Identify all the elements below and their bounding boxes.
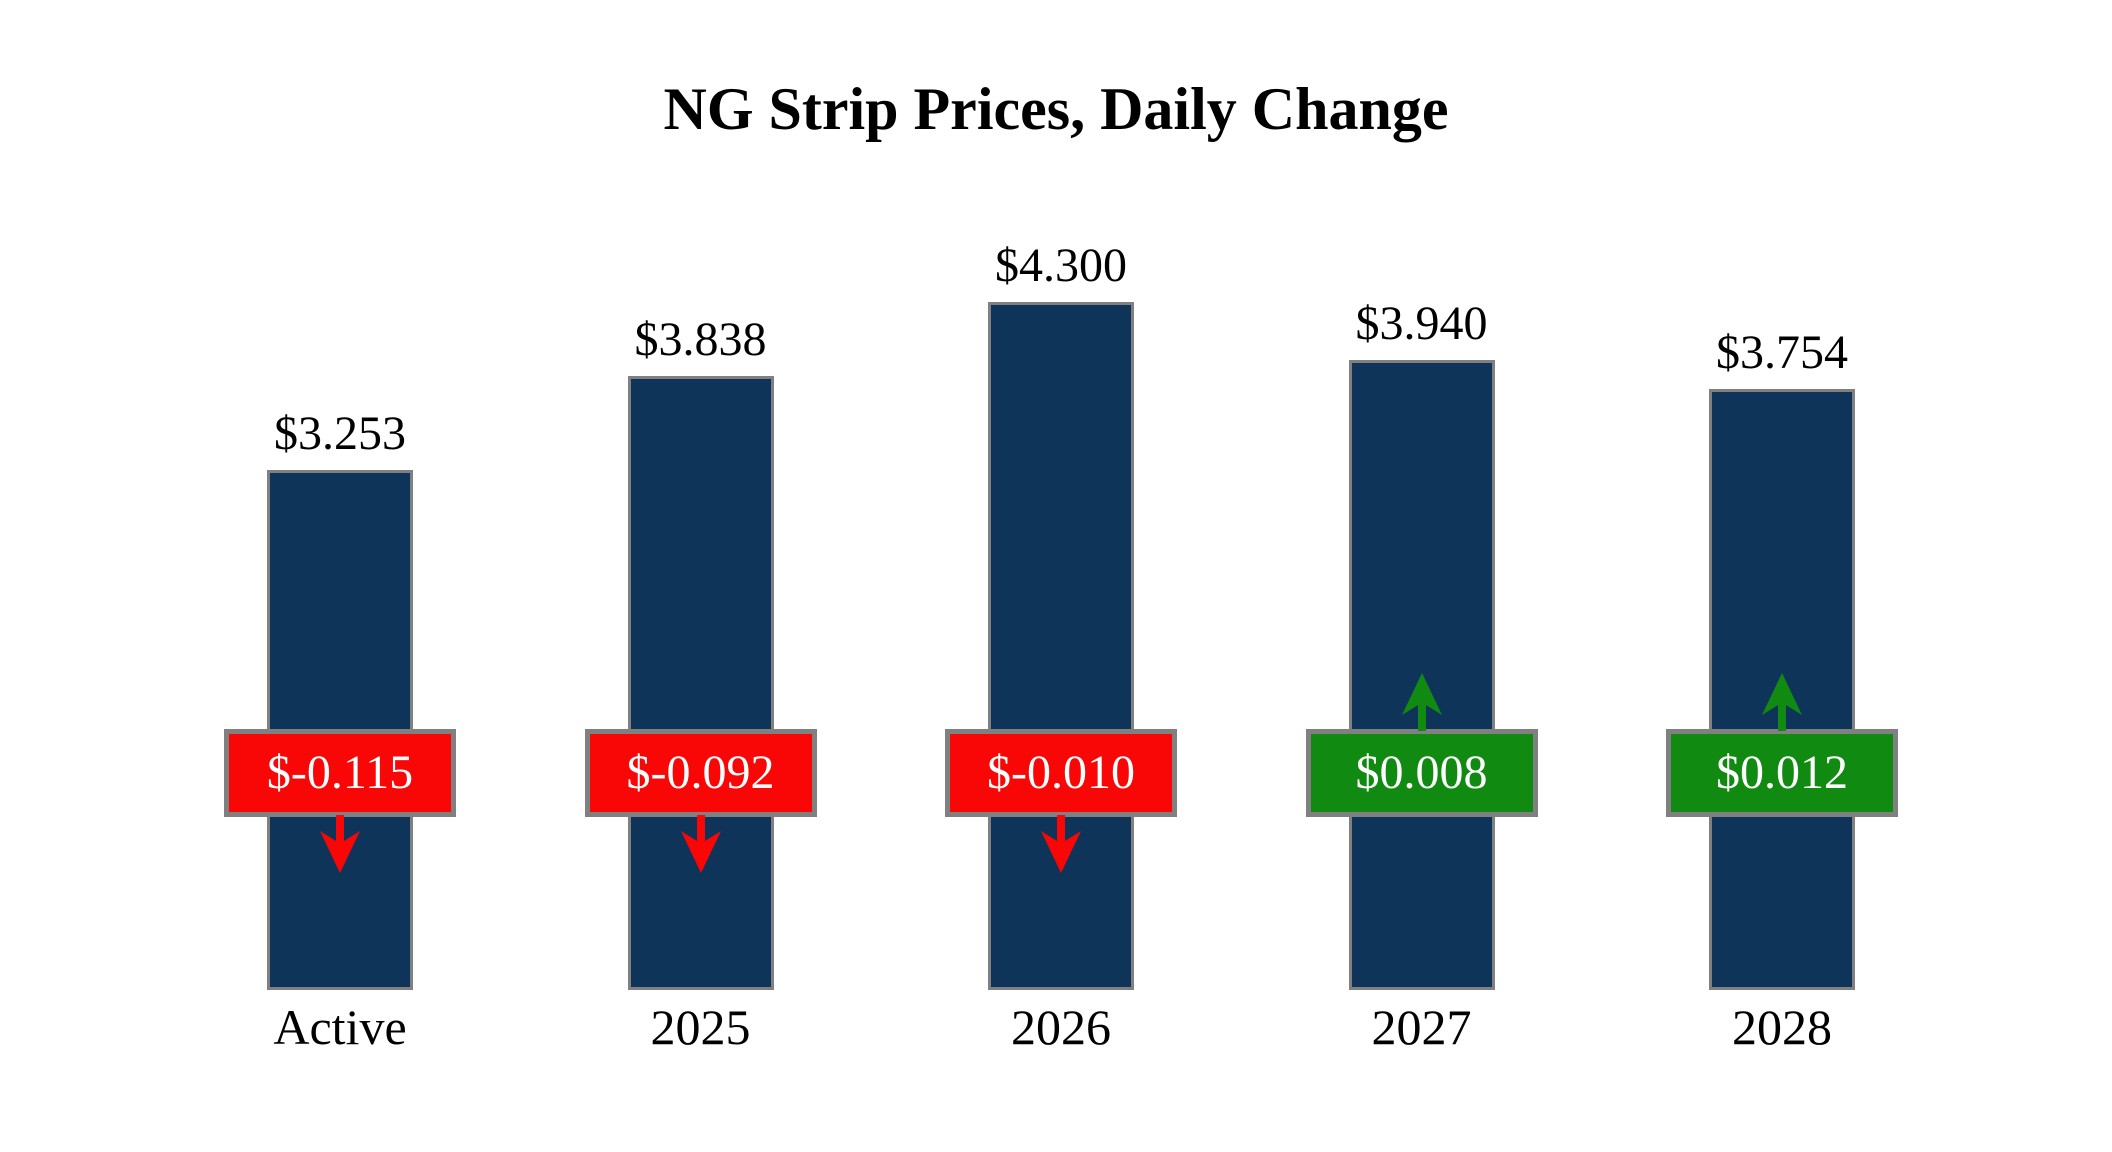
- up-arrow-icon: [1762, 673, 1802, 731]
- change-label: $0.008: [1355, 746, 1488, 799]
- bar-value-label: $3.838: [634, 313, 767, 366]
- arrow-shape: [1041, 815, 1081, 873]
- category-label: 2026: [1011, 999, 1111, 1055]
- change-label: $-0.115: [266, 746, 414, 799]
- bar-value-label: $3.253: [274, 407, 406, 460]
- category-label: 2028: [1732, 999, 1832, 1055]
- change-box: $-0.010: [945, 729, 1177, 817]
- up-arrow-icon: [1401, 673, 1442, 731]
- bar-value-label: $4.300: [995, 239, 1127, 292]
- down-arrow-icon: [680, 815, 721, 873]
- change-label: $-0.092: [626, 746, 775, 799]
- arrow-shape: [680, 815, 721, 873]
- change-box: $-0.092: [584, 729, 817, 817]
- down-arrow-icon: [320, 815, 360, 873]
- bar: [627, 376, 774, 990]
- arrow-shape: [1401, 673, 1442, 731]
- arrow-shape: [1762, 673, 1802, 731]
- bar-value-label: $3.754: [1716, 326, 1848, 379]
- change-label: $0.012: [1716, 746, 1848, 799]
- change-box: $0.008: [1305, 729, 1538, 817]
- category-label: Active: [273, 999, 407, 1055]
- change-box: $0.012: [1666, 729, 1898, 817]
- category-label: 2025: [650, 999, 751, 1055]
- change-label: $-0.010: [987, 746, 1135, 799]
- down-arrow-icon: [1041, 815, 1081, 873]
- category-label: 2027: [1371, 999, 1472, 1055]
- bar-value-label: $3.940: [1355, 297, 1488, 350]
- bar: [1348, 360, 1495, 990]
- chart-title: NG Strip Prices, Daily Change: [663, 76, 1449, 142]
- change-box: $-0.115: [224, 729, 456, 817]
- bar: [988, 302, 1134, 990]
- arrow-shape: [320, 815, 360, 873]
